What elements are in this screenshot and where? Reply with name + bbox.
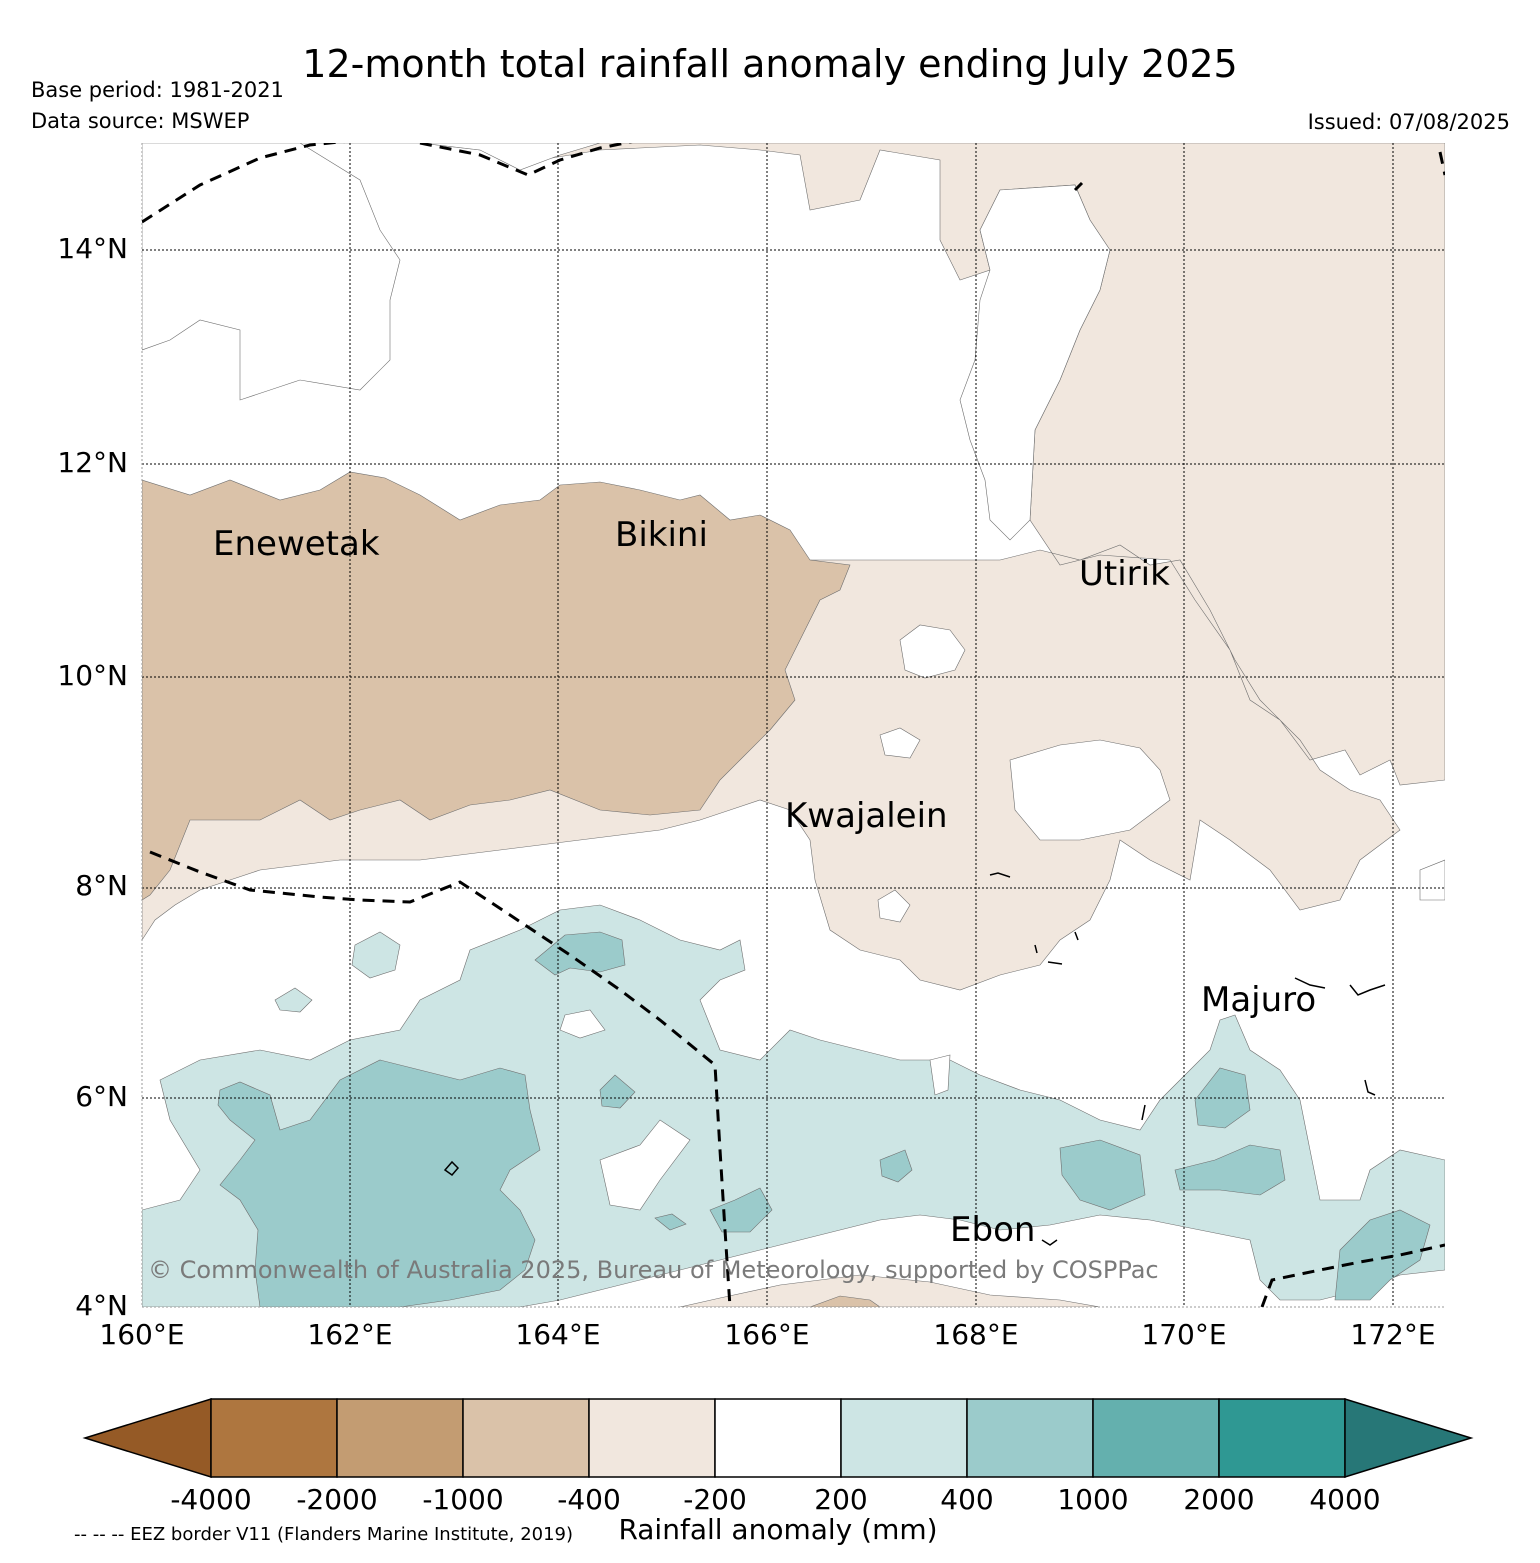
lat-label: 12°N (57, 446, 128, 479)
colorbar-tick-label: -400 (557, 1483, 621, 1516)
lon-label: 162°E (307, 1318, 393, 1351)
place-label-kwajalein: Kwajalein (785, 796, 948, 836)
issued-date: Issued: 07/08/2025 (1307, 110, 1510, 134)
colorbar-bin (1218, 1398, 1346, 1478)
eez-border (142, 143, 1445, 1307)
colorbar-bin (966, 1398, 1094, 1478)
lon-label: 160°E (99, 1318, 185, 1351)
lat-label: 8°N (75, 869, 128, 902)
colorbar-tick-label: 2000 (1183, 1483, 1255, 1516)
colorbar-tick-label: 4000 (1309, 1483, 1381, 1516)
anomaly-region-dry-moderate (142, 471, 851, 901)
colorbar (82, 1397, 1474, 1479)
colorbar-bin (210, 1398, 338, 1478)
lon-label: 172°E (1350, 1318, 1436, 1351)
place-label-utirik: Utirik (1079, 554, 1170, 594)
colorbar-tick-label: -2000 (296, 1483, 378, 1516)
lon-label: 168°E (933, 1318, 1019, 1351)
eez-border-note: -- -- -- EEZ border V11 (Flanders Marine… (74, 1524, 574, 1545)
place-label-enewetak: Enewetak (213, 524, 380, 564)
colorbar-tick-label: -4000 (170, 1483, 252, 1516)
anomaly-region-wet-moderate (217, 1059, 541, 1307)
place-label-majuro: Majuro (1201, 980, 1317, 1020)
lon-label: 166°E (724, 1318, 810, 1351)
colorbar-bin (588, 1398, 716, 1478)
lat-label: 4°N (75, 1289, 128, 1322)
colorbar-bin (840, 1398, 968, 1478)
lon-label: 170°E (1141, 1318, 1227, 1351)
map-title: 12-month total rainfall anomaly ending J… (302, 42, 1238, 86)
base-period: Base period: 1981-2021 (31, 78, 284, 102)
colorbar-tick-label: -200 (683, 1483, 747, 1516)
colorbar-tick-label: 400 (940, 1483, 994, 1516)
colorbar-tick-label: -1000 (422, 1483, 504, 1516)
colorbar-tick-label: 200 (814, 1483, 868, 1516)
graticule (141, 143, 1445, 1308)
anomaly-fill-layer (142, 143, 1445, 1307)
colorbar-bin (1092, 1398, 1220, 1478)
colorbar-title: Rainfall anomaly (mm) (618, 1513, 938, 1546)
colorbar-extend-low (82, 1397, 212, 1479)
atoll-outlines (443, 872, 1386, 1246)
place-label-ebon: Ebon (950, 1210, 1036, 1250)
lat-label: 6°N (75, 1080, 128, 1113)
colorbar-bin (336, 1398, 464, 1478)
copyright-notice: © Commonwealth of Australia 2025, Bureau… (148, 1256, 1159, 1284)
colorbar-tick-label: 1000 (1057, 1483, 1129, 1516)
lat-label: 10°N (57, 659, 128, 692)
colorbar-bin (714, 1398, 842, 1478)
colorbar-bin (462, 1398, 590, 1478)
lat-label: 14°N (57, 232, 128, 265)
data-source: Data source: MSWEP (31, 109, 250, 133)
colorbar-extend-high (1344, 1397, 1474, 1479)
lon-label: 164°E (515, 1318, 601, 1351)
place-label-bikini: Bikini (615, 515, 708, 555)
